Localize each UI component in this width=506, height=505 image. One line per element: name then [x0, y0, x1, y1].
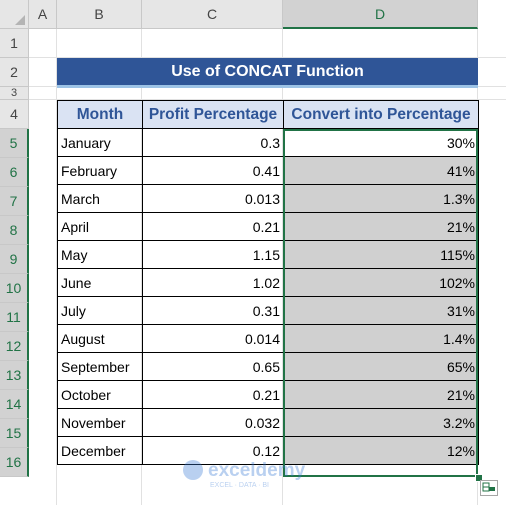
- month-cell[interactable]: July: [57, 296, 143, 325]
- row-header-12[interactable]: 12: [0, 332, 29, 361]
- row-header-13[interactable]: 13: [0, 361, 29, 390]
- table-row: July 0.31 31%: [57, 296, 479, 325]
- gridline: [29, 57, 506, 58]
- convert-cell[interactable]: 41%: [283, 156, 479, 185]
- title-underline: [57, 85, 478, 88]
- flash-fill-options-icon[interactable]: [480, 480, 498, 496]
- column-header-d[interactable]: D: [283, 0, 478, 29]
- convert-cell[interactable]: 115%: [283, 240, 479, 269]
- convert-cell[interactable]: 21%: [283, 380, 479, 409]
- month-cell[interactable]: May: [57, 240, 143, 269]
- profit-cell[interactable]: 0.013: [142, 184, 284, 213]
- row-header-9[interactable]: 9: [0, 245, 29, 274]
- row-header-7[interactable]: 7: [0, 187, 29, 216]
- column-header-a[interactable]: A: [29, 0, 57, 29]
- row-header-6[interactable]: 6: [0, 158, 29, 187]
- profit-cell[interactable]: 1.02: [142, 268, 284, 297]
- row-header-10[interactable]: 10: [0, 274, 29, 303]
- profit-cell[interactable]: 0.41: [142, 156, 284, 185]
- convert-cell[interactable]: 21%: [283, 212, 479, 241]
- profit-cell[interactable]: 1.15: [142, 240, 284, 269]
- fill-handle[interactable]: [475, 474, 483, 482]
- table-row: January 0.3 30%: [57, 128, 479, 157]
- profit-cell[interactable]: 0.21: [142, 212, 284, 241]
- row-header-15[interactable]: 15: [0, 419, 29, 448]
- profit-header[interactable]: Profit Percentage: [142, 100, 284, 129]
- month-cell[interactable]: August: [57, 324, 143, 353]
- row-header-14[interactable]: 14: [0, 390, 29, 419]
- month-cell[interactable]: April: [57, 212, 143, 241]
- column-header-b[interactable]: B: [57, 0, 142, 29]
- column-header-c[interactable]: C: [142, 0, 283, 29]
- table-row: April 0.21 21%: [57, 212, 479, 241]
- row-header-5[interactable]: 5: [0, 129, 29, 158]
- month-cell[interactable]: October: [57, 380, 143, 409]
- table-row: September 0.65 65%: [57, 352, 479, 381]
- month-cell[interactable]: January: [57, 128, 143, 157]
- profit-cell[interactable]: 0.032: [142, 408, 284, 437]
- row-header-8[interactable]: 8: [0, 216, 29, 245]
- month-cell[interactable]: June: [57, 268, 143, 297]
- table-row: May 1.15 115%: [57, 240, 479, 269]
- profit-cell[interactable]: 0.3: [142, 128, 284, 157]
- profit-cell[interactable]: 0.014: [142, 324, 284, 353]
- table-row: November 0.032 3.2%: [57, 408, 479, 437]
- month-cell[interactable]: December: [57, 436, 143, 465]
- profit-cell[interactable]: 0.12: [142, 436, 284, 465]
- profit-cell[interactable]: 0.31: [142, 296, 284, 325]
- row-header-3[interactable]: 3: [0, 87, 29, 100]
- convert-cell[interactable]: 1.4%: [283, 324, 479, 353]
- table-row: February 0.41 41%: [57, 156, 479, 185]
- convert-cell[interactable]: 102%: [283, 268, 479, 297]
- convert-header[interactable]: Convert into Percentage: [283, 100, 479, 129]
- table-row: August 0.014 1.4%: [57, 324, 479, 353]
- convert-cell[interactable]: 12%: [283, 436, 479, 465]
- month-cell[interactable]: February: [57, 156, 143, 185]
- convert-cell[interactable]: 31%: [283, 296, 479, 325]
- table-row: June 1.02 102%: [57, 268, 479, 297]
- table-title[interactable]: Use of CONCAT Function: [57, 58, 478, 85]
- convert-cell[interactable]: 65%: [283, 352, 479, 381]
- select-all-icon: [15, 15, 25, 25]
- convert-cell[interactable]: 30%: [283, 128, 479, 157]
- table-row: December 0.12 12%: [57, 436, 479, 465]
- convert-cell[interactable]: 1.3%: [283, 184, 479, 213]
- month-cell[interactable]: November: [57, 408, 143, 437]
- row-header-1[interactable]: 1: [0, 29, 29, 58]
- profit-cell[interactable]: 0.21: [142, 380, 284, 409]
- data-table: Month Profit Percentage Convert into Per…: [57, 100, 479, 465]
- row-header-4[interactable]: 4: [0, 100, 29, 129]
- gridline: [29, 99, 506, 100]
- month-cell[interactable]: March: [57, 184, 143, 213]
- row-header-16[interactable]: 16: [0, 448, 29, 477]
- month-header[interactable]: Month: [57, 100, 143, 129]
- gridline: [56, 29, 57, 505]
- month-cell[interactable]: September: [57, 352, 143, 381]
- table-row: March 0.013 1.3%: [57, 184, 479, 213]
- profit-cell[interactable]: 0.65: [142, 352, 284, 381]
- select-all-button[interactable]: [0, 0, 29, 29]
- convert-cell[interactable]: 3.2%: [283, 408, 479, 437]
- row-header-11[interactable]: 11: [0, 303, 29, 332]
- row-header-2[interactable]: 2: [0, 58, 29, 87]
- table-row: October 0.21 21%: [57, 380, 479, 409]
